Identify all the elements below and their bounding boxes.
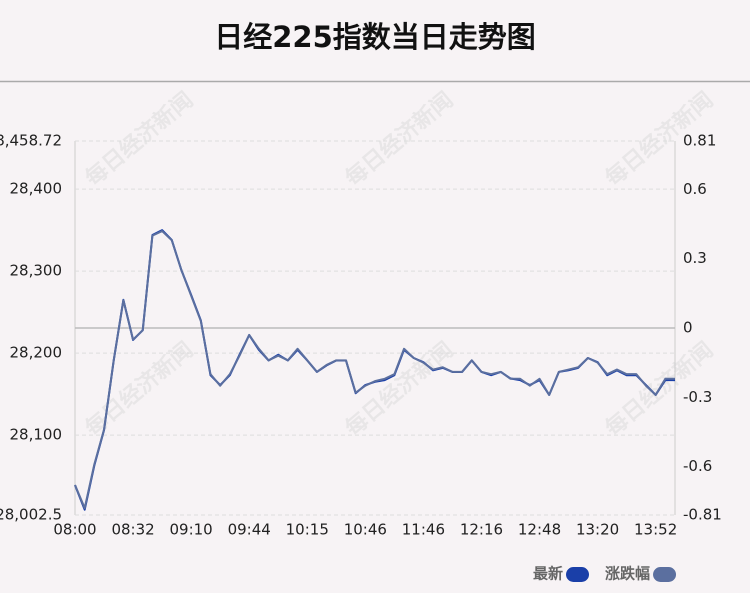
x-tick-label: 10:15 [286, 521, 329, 539]
chart-title: 日经225指数当日走势图 [214, 20, 536, 54]
y2-tick-label: 0.6 [683, 180, 707, 198]
y-tick-label: 28,400 [10, 180, 63, 198]
y-tick-label: 28,002.5 [0, 506, 62, 524]
y2-tick-label: -0.6 [683, 457, 712, 475]
watermark: 每日经济新闻 [80, 87, 198, 192]
x-tick-label: 08:32 [111, 521, 154, 539]
x-tick-label: 12:16 [460, 521, 503, 539]
watermark: 每日经济新闻 [340, 87, 458, 192]
x-tick-label: 13:52 [634, 521, 677, 539]
y2-tick-label: 0.81 [683, 132, 716, 150]
x-tick-label: 10:46 [344, 521, 387, 539]
y2-tick-label: -0.3 [683, 388, 712, 406]
watermark: 每日经济新闻 [340, 337, 458, 442]
y-tick-label: 28,300 [10, 262, 63, 280]
legend-swatch [566, 567, 590, 582]
x-tick-label: 12:48 [518, 521, 561, 539]
y2-tick-label: 0.3 [683, 249, 707, 267]
y2-tick-label: -0.81 [683, 506, 722, 524]
series-line [74, 230, 675, 510]
y-tick-label: 28,458.72 [0, 132, 62, 150]
watermark: 每日经济新闻 [80, 337, 198, 442]
x-tick-label: 13:20 [576, 521, 619, 539]
legend-label: 最新 [533, 565, 563, 583]
x-tick-label: 09:10 [170, 521, 213, 539]
x-tick-label: 09:44 [228, 521, 271, 539]
y-tick-label: 28,100 [10, 426, 63, 444]
y-tick-label: 28,200 [10, 344, 63, 362]
y2-tick-label: 0 [683, 319, 693, 337]
watermarks: 每日经济新闻 每日经济新闻 每日经济新闻 每日经济新闻 每日经济新闻 每日经济新… [80, 87, 718, 442]
legend-label: 涨跌幅 [605, 565, 650, 583]
legend-swatch [653, 567, 677, 582]
x-tick-label: 11:46 [402, 521, 445, 539]
x-tick-label: 08:00 [53, 521, 96, 539]
